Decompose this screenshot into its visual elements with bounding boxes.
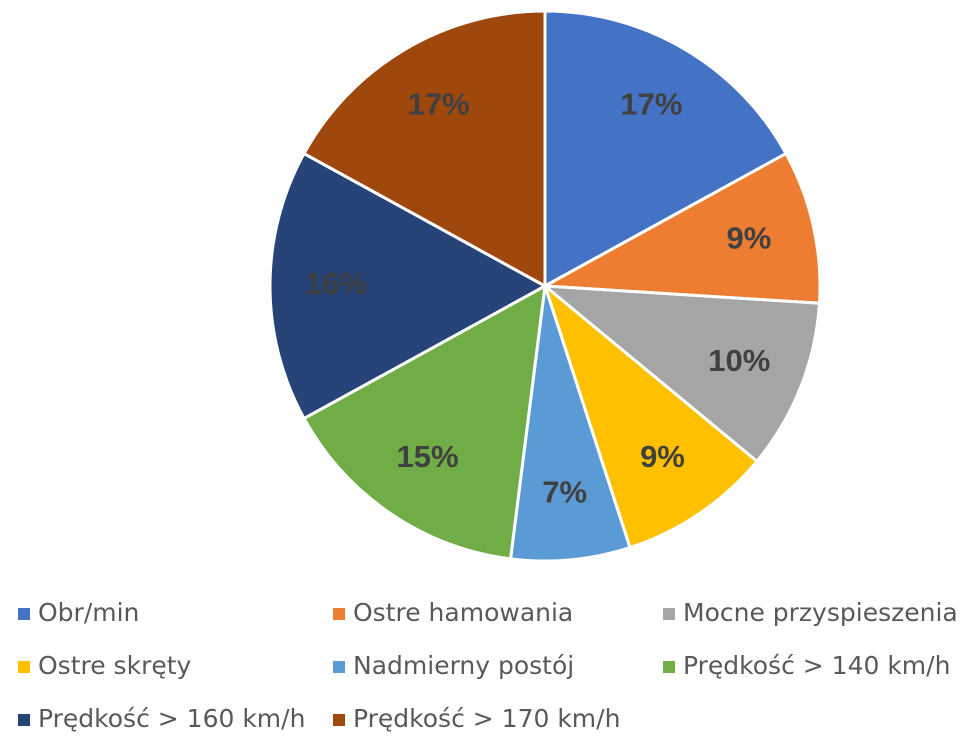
legend-label: Prędkość > 170 km/h [353, 704, 620, 733]
legend-label: Mocne przyspieszenia [683, 598, 958, 627]
pie-slice [509, 284, 632, 563]
legend-swatch [18, 608, 30, 620]
legend-label: Nadmierny postój [353, 651, 574, 680]
legend-label: Ostre skręty [38, 651, 192, 680]
data-label: 9% [727, 221, 772, 256]
pie-slice [543, 284, 821, 463]
legend-swatch [333, 714, 345, 726]
pie-slice [543, 284, 759, 550]
pie-slice [543, 9, 788, 288]
legend-label: Prędkość > 160 km/h [38, 704, 305, 733]
legend-swatch [333, 608, 345, 620]
data-label: 15% [397, 439, 459, 474]
pie-slice [302, 9, 547, 288]
data-label: 9% [640, 439, 685, 474]
data-label: 17% [620, 86, 682, 121]
data-label: 10% [708, 343, 770, 378]
legend-swatch [18, 714, 30, 726]
legend-swatch [333, 661, 345, 673]
pie-slice [543, 152, 822, 305]
data-label: 7% [542, 474, 587, 509]
pie-slice [302, 284, 547, 561]
legend-swatch [18, 661, 30, 673]
data-label: 17% [408, 86, 470, 121]
legend-label: Prędkość > 140 km/h [683, 651, 950, 680]
legend-label: Obr/min [38, 598, 139, 627]
data-label: 16% [305, 266, 367, 301]
legend-swatch [663, 661, 675, 673]
legend-label: Ostre hamowania [353, 598, 573, 627]
pie-slice [268, 152, 547, 420]
legend-swatch [663, 608, 675, 620]
